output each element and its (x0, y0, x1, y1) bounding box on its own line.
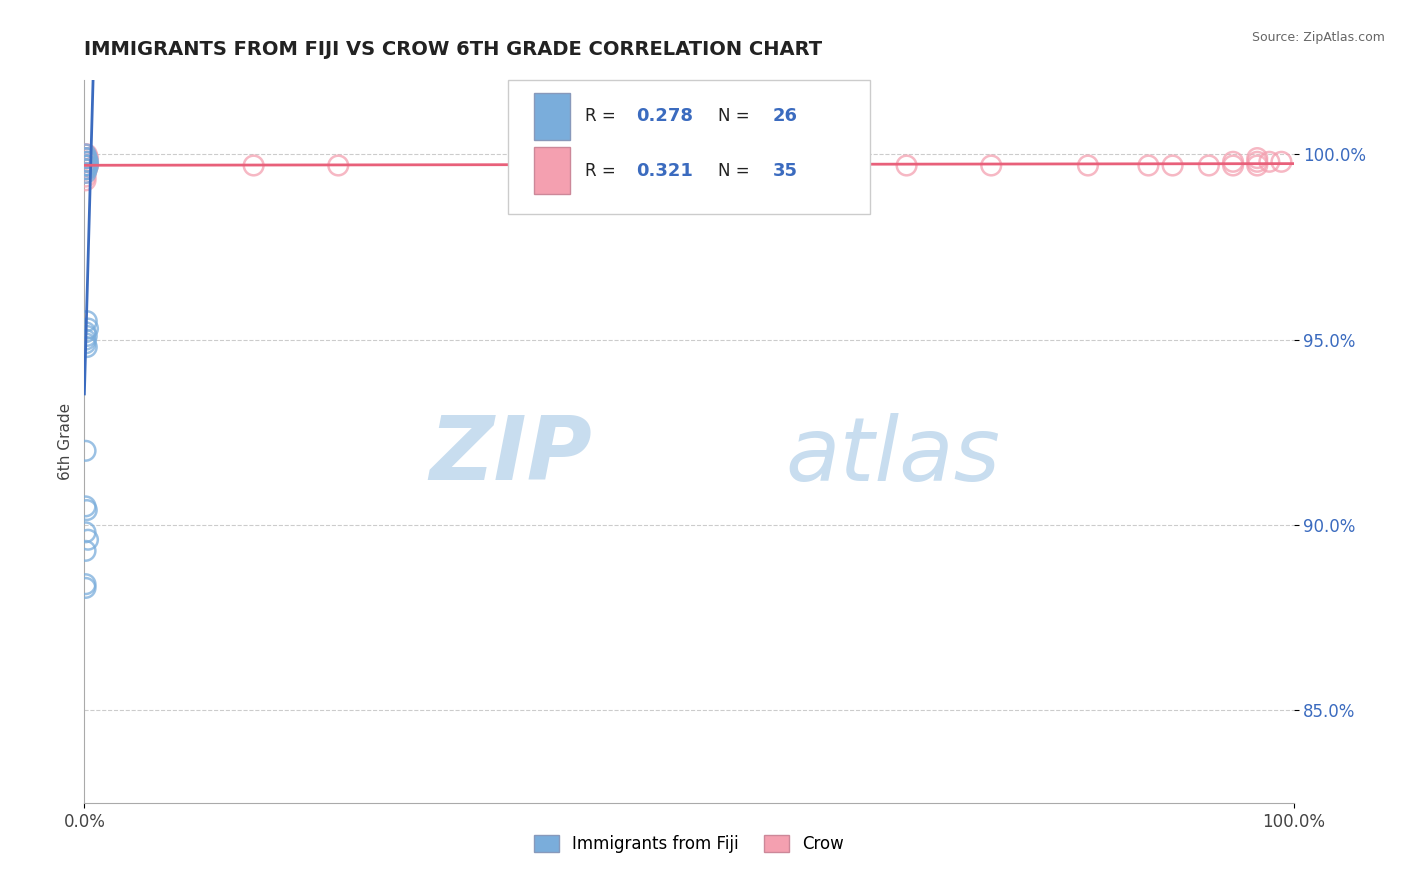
Point (76, 340, 98, 354)
Point (76, 329, 98, 343)
Point (1246, 154, 1268, 169)
Point (76, 154, 98, 169)
Point (75, 151, 97, 165)
Point (1137, 159, 1160, 173)
Point (77, 321, 100, 335)
Point (75, 336, 97, 351)
Point (75, 147, 97, 161)
Point (75, 159, 97, 173)
Point (76, 314, 98, 328)
Point (77, 159, 100, 173)
Point (1246, 151, 1268, 165)
Text: 0.321: 0.321 (636, 161, 693, 179)
Point (605, 159, 627, 173)
Point (1077, 159, 1099, 173)
Legend: Immigrants from Fiji, Crow: Immigrants from Fiji, Crow (527, 828, 851, 860)
Point (76, 503, 98, 517)
Point (75, 577, 97, 591)
Point (75, 525, 97, 540)
Point (77, 533, 100, 547)
Point (980, 159, 1002, 173)
Point (76, 162, 98, 177)
Point (328, 159, 350, 173)
Point (76, 162, 98, 177)
Text: 0.278: 0.278 (636, 107, 693, 126)
Point (75, 159, 97, 173)
Text: Source: ZipAtlas.com: Source: ZipAtlas.com (1251, 31, 1385, 45)
Point (75, 162, 97, 177)
Text: R =: R = (585, 161, 621, 179)
FancyBboxPatch shape (534, 93, 571, 140)
FancyBboxPatch shape (508, 80, 870, 214)
Point (75, 443, 97, 458)
Point (75, 159, 97, 173)
Point (1198, 159, 1220, 173)
FancyBboxPatch shape (534, 147, 571, 194)
Point (76, 147, 98, 161)
Text: 35: 35 (772, 161, 797, 179)
Point (77, 151, 100, 165)
Point (1222, 159, 1244, 173)
Point (1270, 154, 1292, 169)
Point (75, 151, 97, 165)
Point (751, 159, 773, 173)
Point (76, 159, 98, 173)
Point (75, 162, 97, 177)
Point (1161, 159, 1184, 173)
Point (242, 159, 264, 173)
Point (76, 151, 98, 165)
Text: R =: R = (585, 107, 621, 126)
Point (75, 162, 97, 177)
Point (75, 169, 97, 184)
Point (75, 581, 97, 595)
Point (75, 154, 97, 169)
Point (75, 500, 97, 514)
Point (1246, 159, 1268, 173)
Point (75, 159, 97, 173)
Point (76, 154, 98, 169)
Point (75, 325, 97, 339)
Point (75, 147, 97, 161)
Text: atlas: atlas (786, 413, 1001, 499)
Point (77, 159, 100, 173)
Point (77, 154, 100, 169)
Point (76, 159, 98, 173)
Text: N =: N = (718, 161, 755, 179)
Text: 26: 26 (772, 107, 797, 126)
Point (75, 333, 97, 347)
Point (896, 159, 918, 173)
Text: ZIP: ZIP (429, 412, 592, 500)
Point (1222, 154, 1244, 169)
Point (1258, 154, 1281, 169)
Y-axis label: 6th Grade: 6th Grade (58, 403, 73, 480)
Text: N =: N = (718, 107, 755, 126)
Point (75, 166, 97, 180)
Point (76, 151, 98, 165)
Point (75, 166, 97, 180)
Point (75, 544, 97, 558)
Point (75, 173, 97, 187)
Text: IMMIGRANTS FROM FIJI VS CROW 6TH GRADE CORRELATION CHART: IMMIGRANTS FROM FIJI VS CROW 6TH GRADE C… (84, 40, 823, 59)
